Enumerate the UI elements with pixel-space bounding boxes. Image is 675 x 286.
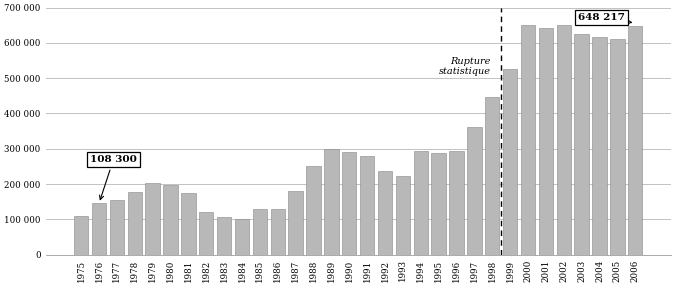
Bar — [378, 171, 392, 255]
Bar — [431, 153, 446, 255]
Bar — [252, 209, 267, 255]
Text: 648 217: 648 217 — [578, 13, 632, 24]
Bar — [593, 37, 607, 255]
Bar — [288, 191, 303, 255]
Text: Rupture
statistique: Rupture statistique — [439, 57, 491, 76]
Bar — [610, 39, 624, 255]
Bar — [181, 193, 196, 255]
Text: 108 300: 108 300 — [90, 155, 137, 200]
Bar — [74, 217, 88, 255]
Bar — [628, 26, 643, 255]
Bar — [217, 217, 232, 255]
Bar — [450, 151, 464, 255]
Bar — [92, 203, 106, 255]
Bar — [557, 25, 571, 255]
Bar — [342, 152, 356, 255]
Bar — [199, 212, 213, 255]
Bar — [163, 185, 178, 255]
Bar — [485, 97, 500, 255]
Bar — [574, 34, 589, 255]
Bar — [539, 29, 553, 255]
Bar — [271, 209, 285, 255]
Bar — [110, 200, 124, 255]
Bar — [128, 192, 142, 255]
Bar — [324, 149, 339, 255]
Bar — [235, 219, 249, 255]
Bar — [414, 151, 428, 255]
Bar — [521, 25, 535, 255]
Bar — [467, 126, 481, 255]
Bar — [145, 183, 160, 255]
Bar — [360, 156, 374, 255]
Bar — [503, 69, 517, 255]
Bar — [396, 176, 410, 255]
Bar — [306, 166, 321, 255]
